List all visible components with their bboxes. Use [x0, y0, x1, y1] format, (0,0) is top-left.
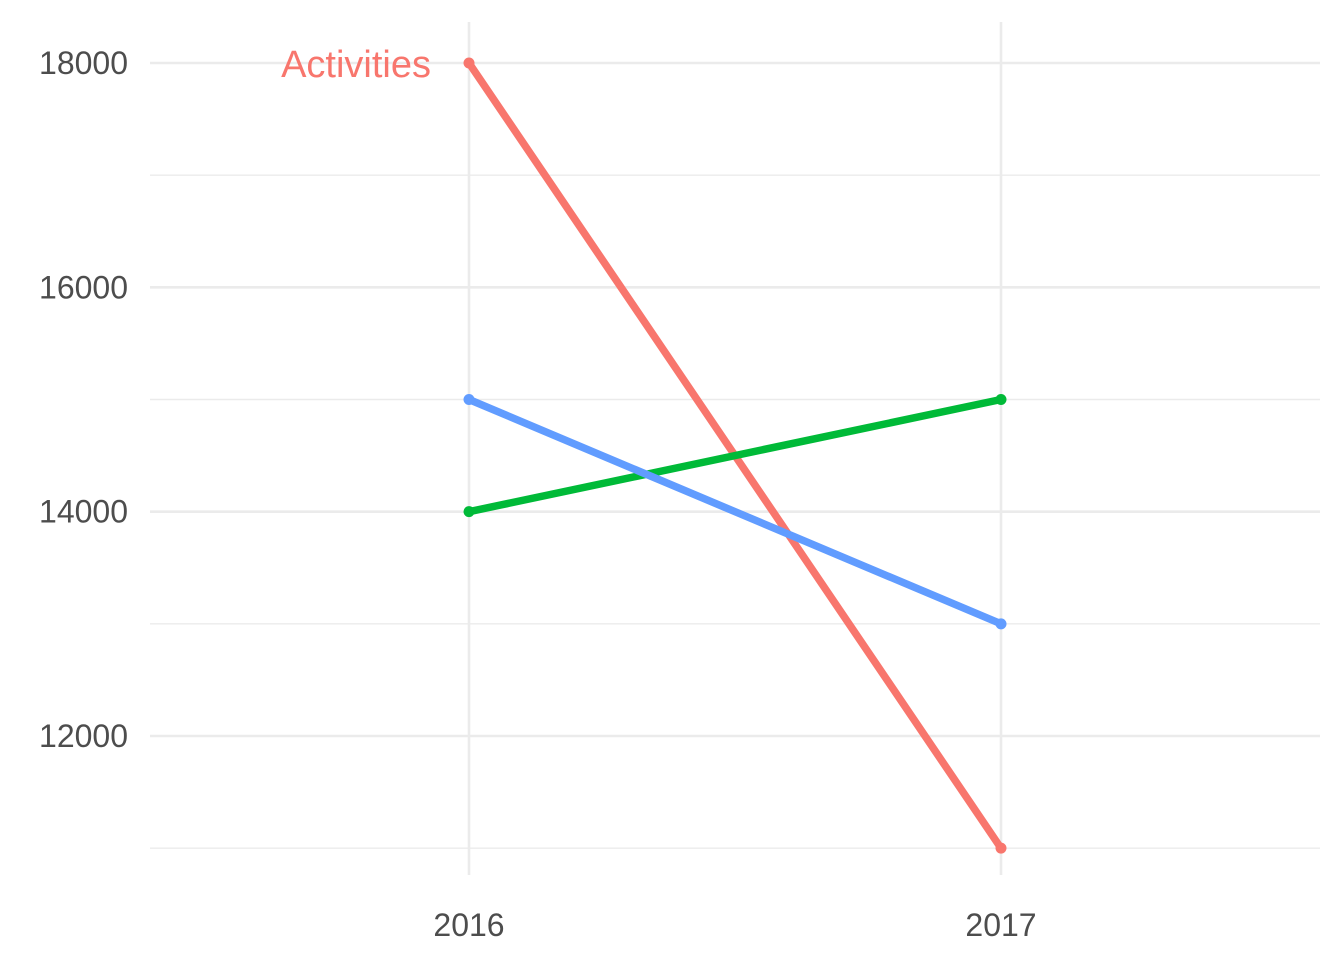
- data-point: [463, 394, 475, 405]
- y-tick-label: 18000: [39, 45, 128, 81]
- x-tick-label: 2016: [433, 907, 504, 943]
- data-point: [995, 842, 1007, 854]
- series-label: Activities: [281, 44, 431, 86]
- data-point: [995, 394, 1007, 405]
- series-lines: [465, 59, 1005, 852]
- x-axis-tick-labels: 2016 2017: [433, 907, 1036, 943]
- data-point: [463, 506, 475, 518]
- minor-gridlines: [150, 174, 1320, 849]
- series-line: [465, 395, 1005, 628]
- y-tick-label: 16000: [39, 269, 128, 305]
- series-points: [463, 57, 1007, 854]
- y-axis-tick-labels: 12000 14000 16000 18000: [39, 45, 128, 754]
- y-tick-label: 12000: [39, 718, 128, 754]
- x-tick-label: 2017: [965, 907, 1036, 943]
- series-line: [465, 395, 1005, 516]
- major-gridlines: [150, 22, 1320, 875]
- series-labels: Activities: [281, 44, 431, 86]
- data-point: [995, 618, 1007, 630]
- y-tick-label: 14000: [39, 494, 128, 530]
- data-point: [463, 57, 475, 69]
